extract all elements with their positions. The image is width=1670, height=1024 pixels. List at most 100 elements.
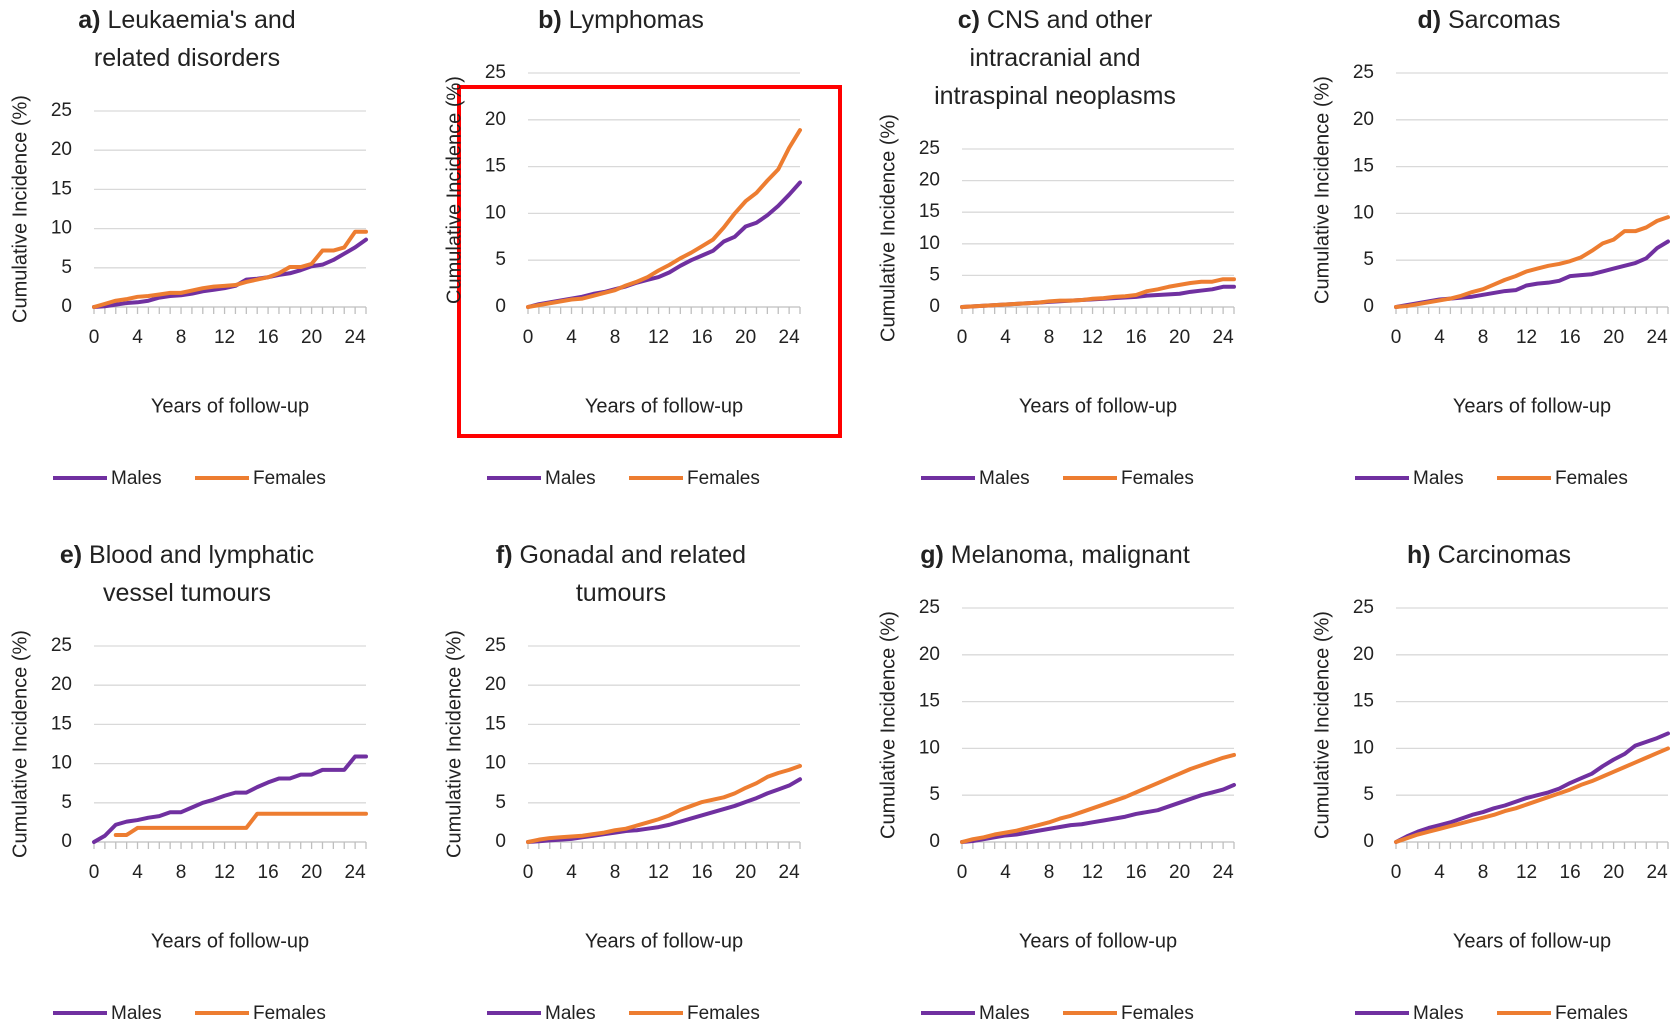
y-tick-label: 0 xyxy=(495,296,506,317)
y-tick-label: 10 xyxy=(485,202,506,223)
panel: g) Melanoma, malignant 0 5 10 15 20 25 0 4 8 12 16 2… xyxy=(877,541,1236,1024)
y-tick-label: 25 xyxy=(485,62,506,83)
y-tick-label: 20 xyxy=(1353,109,1374,130)
y-tick-label: 15 xyxy=(485,713,506,734)
x-tick-label: 4 xyxy=(132,862,143,883)
legend-label: Males xyxy=(1413,1003,1464,1024)
x-tick-label: 20 xyxy=(1603,862,1624,883)
panel-label: h) xyxy=(1407,541,1431,569)
x-axis-title: Years of follow-up xyxy=(585,395,743,417)
y-axis-title: Cumulative Incidence (%) xyxy=(9,95,31,323)
y-tick-label: 25 xyxy=(1353,62,1374,83)
series-line xyxy=(1394,731,1670,844)
y-tick-label: 10 xyxy=(919,737,940,758)
series-line xyxy=(92,229,368,309)
x-tick-label: 4 xyxy=(1434,862,1445,883)
y-tick-label: 5 xyxy=(929,784,940,805)
y-tick-label: 20 xyxy=(485,674,506,695)
series-line xyxy=(960,752,1236,844)
x-tick-label: 16 xyxy=(692,862,713,883)
x-tick-label: 8 xyxy=(610,327,621,348)
chart-title: tumours xyxy=(576,579,666,607)
chart-title: a) Leukaemia's and xyxy=(78,6,295,34)
y-tick-label: 5 xyxy=(61,257,72,278)
series-line xyxy=(113,811,368,837)
y-tick-label: 5 xyxy=(929,264,940,285)
y-axis-title: Cumulative Incidence (%) xyxy=(1311,611,1333,839)
x-tick-label: 12 xyxy=(214,862,235,883)
y-tick-label: 20 xyxy=(485,109,506,130)
x-axis-title: Years of follow-up xyxy=(1019,930,1177,952)
y-tick-label: 15 xyxy=(51,713,72,734)
x-tick-label: 12 xyxy=(1516,862,1537,883)
y-tick-label: 10 xyxy=(1353,202,1374,223)
legend-label: Females xyxy=(1555,1003,1628,1024)
legend-label: Females xyxy=(253,1003,326,1024)
y-tick-label: 5 xyxy=(495,249,506,270)
legend-label: Females xyxy=(1555,468,1628,489)
title-line: intracranial and xyxy=(970,44,1141,72)
title-line: Lymphomas xyxy=(569,6,704,34)
x-tick-label: 24 xyxy=(1647,327,1669,348)
x-tick-label: 24 xyxy=(1647,862,1669,883)
y-axis-title: Cumulative Incidence (%) xyxy=(877,611,899,839)
x-tick-label: 0 xyxy=(957,327,968,348)
panel-label: f) xyxy=(496,541,513,569)
x-tick-label: 24 xyxy=(345,862,367,883)
y-tick-label: 5 xyxy=(495,792,506,813)
chart-title: h) Carcinomas xyxy=(1407,541,1571,569)
x-tick-label: 8 xyxy=(1044,327,1055,348)
title-line: Blood and lymphatic xyxy=(89,541,314,569)
panel-label: e) xyxy=(60,541,82,569)
x-tick-label: 0 xyxy=(523,327,534,348)
x-axis-title: Years of follow-up xyxy=(1453,395,1611,417)
y-tick-label: 0 xyxy=(929,296,940,317)
highlight-box xyxy=(457,85,842,438)
y-tick-label: 25 xyxy=(919,138,940,159)
y-axis-title: Cumulative Incidence (%) xyxy=(877,114,899,342)
x-tick-label: 4 xyxy=(1434,327,1445,348)
chart-title: c) CNS and other xyxy=(958,6,1153,34)
legend-label: Males xyxy=(545,1003,596,1024)
y-tick-label: 25 xyxy=(51,100,72,121)
x-tick-label: 16 xyxy=(1560,327,1581,348)
chart-title: e) Blood and lymphatic xyxy=(60,541,314,569)
chart-title: intracranial and xyxy=(970,44,1141,72)
y-tick-label: 15 xyxy=(919,691,940,712)
title-line: Gonadal and related xyxy=(520,541,747,569)
y-tick-label: 0 xyxy=(495,831,506,852)
legend-label: Females xyxy=(1121,1003,1194,1024)
title-line: intraspinal neoplasms xyxy=(934,82,1176,110)
x-tick-label: 24 xyxy=(1213,327,1235,348)
x-axis-title: Years of follow-up xyxy=(151,395,309,417)
legend-label: Females xyxy=(687,468,760,489)
y-tick-label: 20 xyxy=(51,674,72,695)
legend-label: Females xyxy=(1121,468,1194,489)
y-tick-label: 20 xyxy=(1353,644,1374,665)
legend-label: Males xyxy=(1413,468,1464,489)
series-line xyxy=(92,754,368,844)
x-tick-label: 16 xyxy=(258,862,279,883)
series-line xyxy=(960,782,1236,844)
x-tick-label: 16 xyxy=(1126,327,1147,348)
y-tick-label: 10 xyxy=(1353,737,1374,758)
chart-title: vessel tumours xyxy=(103,579,271,607)
y-axis-title: Cumulative Incidence (%) xyxy=(443,630,465,858)
x-tick-label: 12 xyxy=(1516,327,1537,348)
chart-title: d) Sarcomas xyxy=(1417,6,1560,34)
series-line xyxy=(960,277,1236,309)
y-tick-label: 15 xyxy=(1353,156,1374,177)
title-line: related disorders xyxy=(94,44,280,72)
x-tick-label: 12 xyxy=(648,327,669,348)
panel: a) Leukaemia's and related disorders 0 5 10 1… xyxy=(9,6,368,489)
x-tick-label: 0 xyxy=(89,327,100,348)
y-tick-label: 0 xyxy=(61,831,72,852)
title-line: Melanoma, malignant xyxy=(951,541,1190,569)
x-tick-label: 12 xyxy=(214,327,235,348)
series-line xyxy=(526,763,802,844)
y-axis-title: Cumulative Incidence (%) xyxy=(443,76,465,304)
y-tick-label: 20 xyxy=(919,644,940,665)
y-tick-label: 5 xyxy=(61,792,72,813)
y-tick-label: 25 xyxy=(51,635,72,656)
